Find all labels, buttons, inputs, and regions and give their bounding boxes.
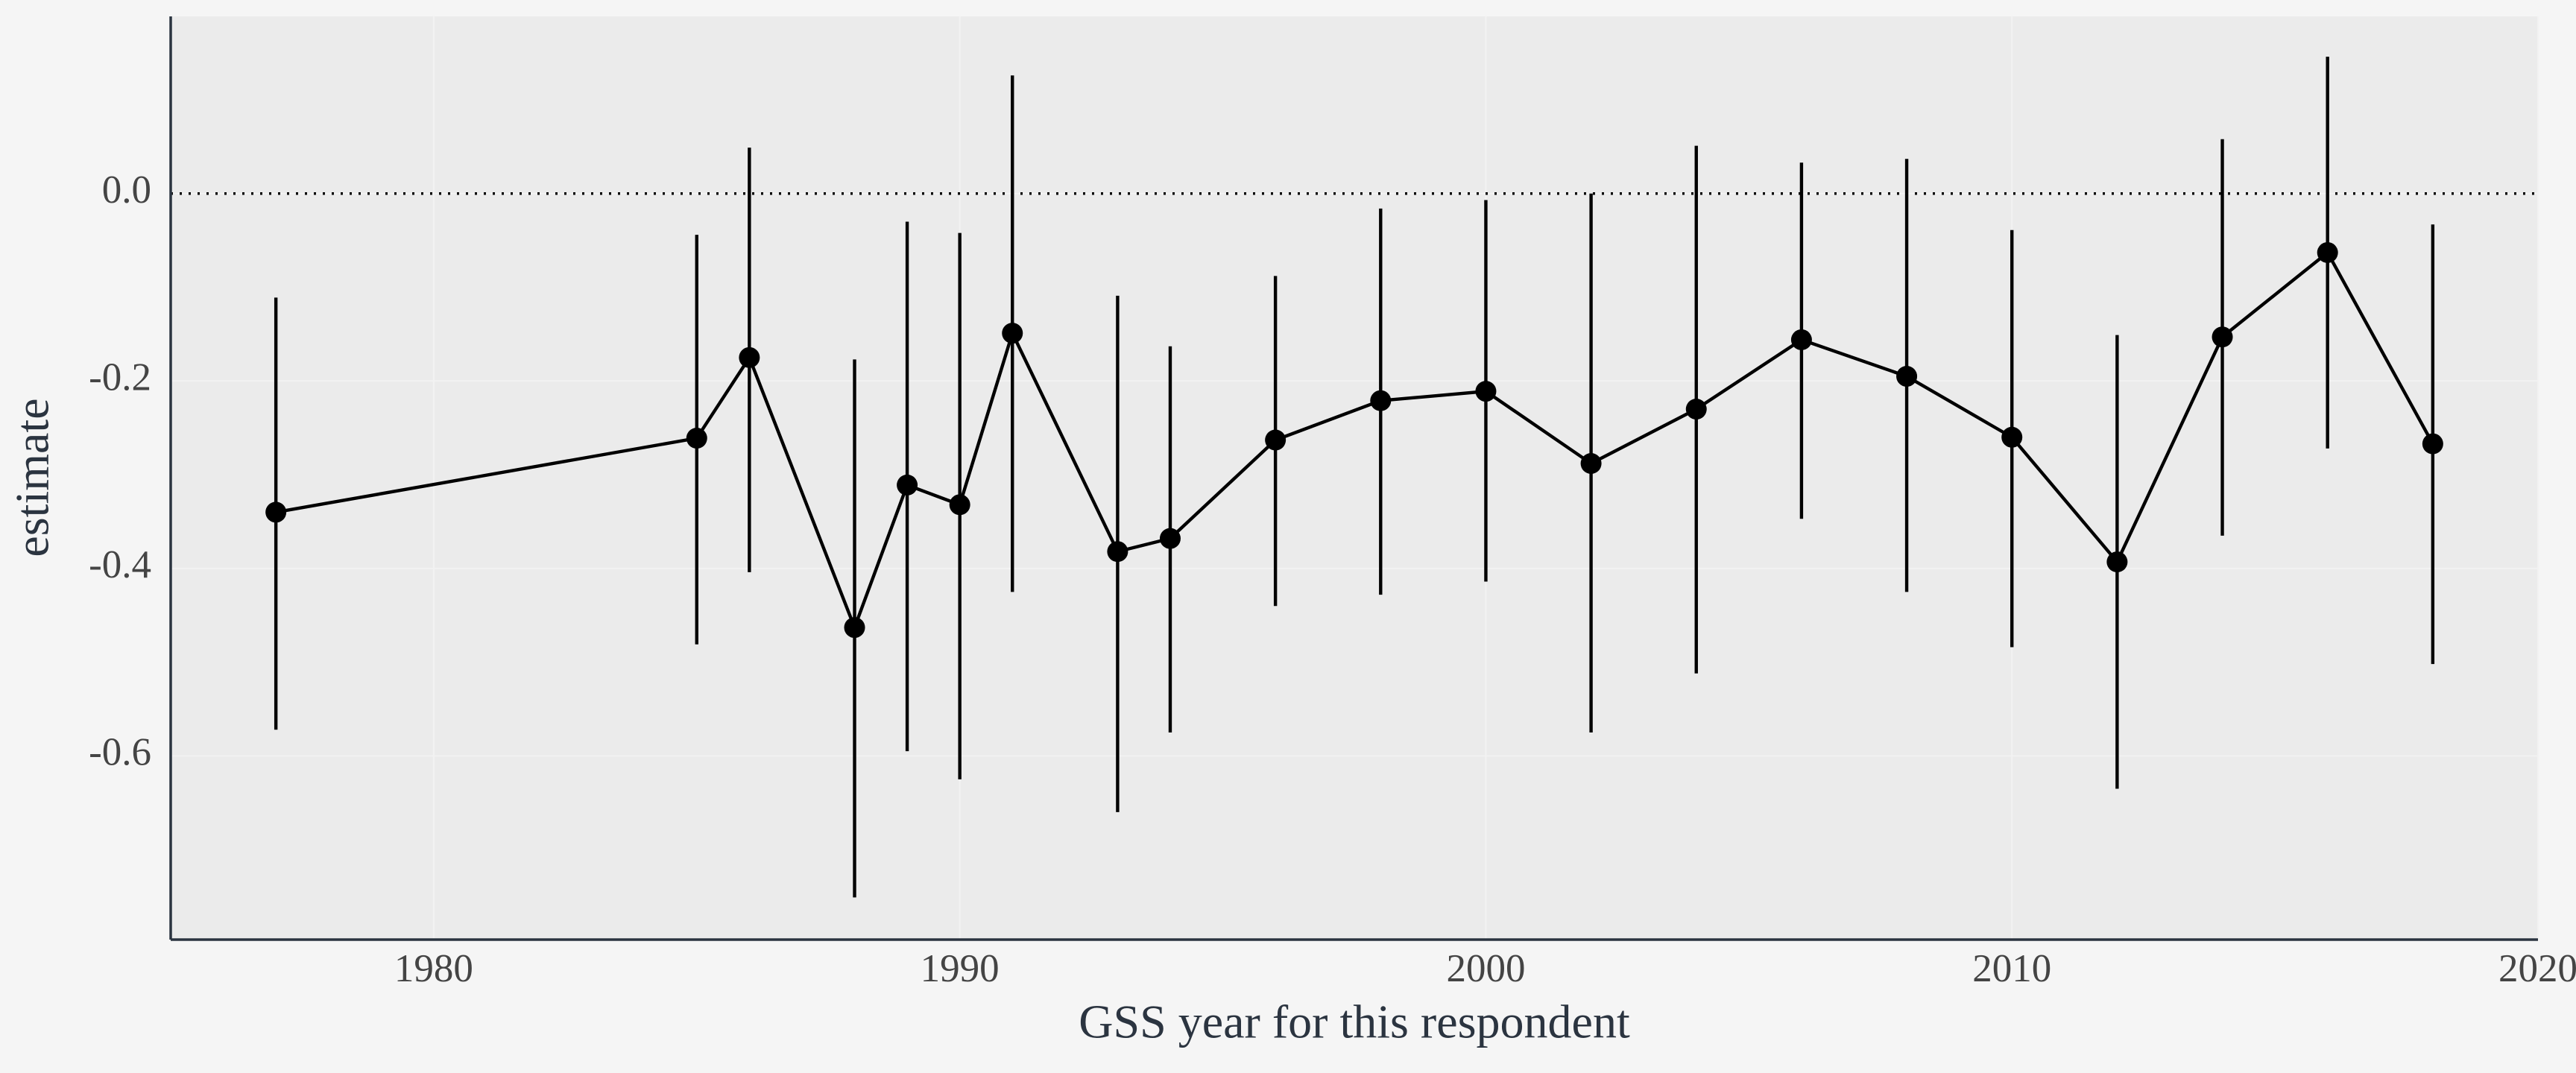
x-tick-label: 2020 [2498, 947, 2576, 990]
y-tick-label: -0.2 [89, 355, 151, 399]
x-tick-label: 1990 [921, 947, 1000, 990]
point [1896, 366, 1918, 387]
x-tick-label: 2010 [1972, 947, 2051, 990]
x-tick-label: 1980 [394, 947, 473, 990]
y-axis-label: estimate [6, 398, 59, 557]
point [1475, 381, 1497, 402]
point [1002, 323, 1023, 344]
point [2001, 426, 2023, 448]
point [2317, 241, 2338, 263]
point [897, 474, 918, 496]
point [2422, 433, 2443, 455]
point [844, 617, 865, 639]
y-tick-label: 0.0 [102, 168, 151, 212]
point [1159, 528, 1181, 549]
point [739, 346, 760, 368]
point [1790, 329, 1812, 350]
y-tick-label: -0.6 [89, 731, 151, 774]
point [2106, 551, 2128, 573]
x-axis-label: GSS year for this respondent [1079, 996, 1630, 1048]
point [1685, 399, 1707, 420]
x-tick-label: 2000 [1446, 947, 1525, 990]
point [949, 494, 970, 516]
point [265, 501, 287, 523]
y-tick-label: -0.4 [89, 543, 151, 586]
point [1265, 429, 1287, 451]
point [1370, 390, 1392, 411]
point [1580, 453, 1602, 475]
panel [171, 16, 2538, 940]
point [2212, 326, 2233, 348]
point [686, 428, 707, 449]
point [1107, 541, 1128, 563]
